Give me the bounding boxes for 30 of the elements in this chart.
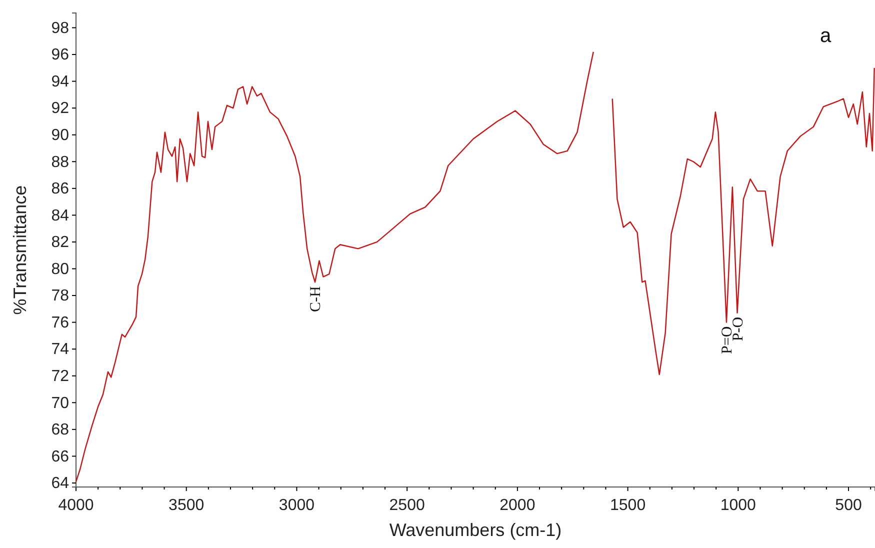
y-tick-label: 96 [51, 46, 70, 64]
x-tick-label: 2500 [389, 497, 425, 514]
x-tick-label: 500 [835, 497, 862, 514]
y-tick-label: 88 [51, 154, 70, 171]
x-tick-label: 1500 [610, 497, 646, 514]
x-tick-label: 4000 [58, 497, 94, 514]
y-tick-label: 84 [51, 207, 70, 224]
y-tick-label: 98 [51, 20, 70, 37]
y-tick-label: 64 [51, 475, 70, 492]
y-tick-label: 80 [51, 260, 70, 278]
annotation: C-H [308, 286, 324, 312]
x-tick-label: 1000 [720, 497, 756, 514]
y-tick-label: 90 [51, 126, 70, 144]
x-tick-label: 2000 [500, 497, 536, 514]
y-tick-label: 86 [51, 180, 70, 198]
y-tick-label: 78 [51, 288, 70, 305]
x-tick-label: 3000 [278, 497, 315, 514]
y-tick-label: 94 [51, 73, 70, 90]
x-axis-title: Wavenumbers (cm-1) [389, 520, 562, 540]
y-axis-title: %Transmittance [10, 185, 30, 315]
y-tick-label: 74 [51, 341, 70, 358]
y-tick-label: 68 [51, 422, 70, 439]
y-tick-label: 82 [51, 234, 70, 252]
x-tick-label: 3500 [168, 497, 204, 514]
y-tick-label: 70 [51, 394, 70, 412]
annotation: a [820, 25, 832, 47]
y-tick-label: 72 [51, 368, 70, 385]
y-tick-label: 76 [51, 314, 70, 332]
y-tick-label: 92 [51, 100, 70, 118]
y-tick-label: 66 [51, 448, 70, 466]
